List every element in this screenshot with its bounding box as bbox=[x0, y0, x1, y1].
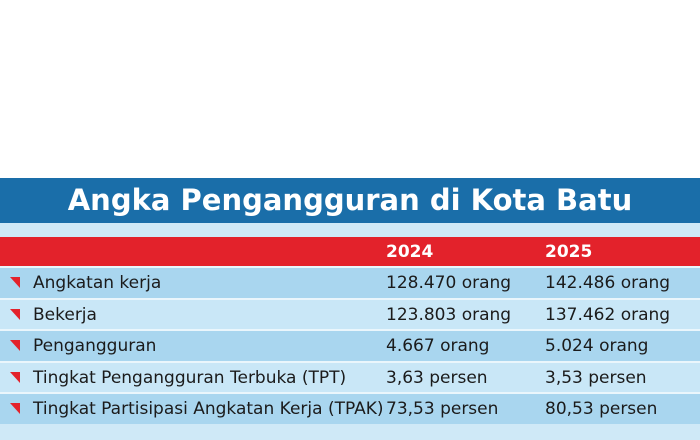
title: Angka Pengangguran di Kota Batu bbox=[0, 178, 700, 223]
table-cell: 137.462 orang bbox=[545, 304, 671, 325]
table-row: Bekerja 123.803 orang 137.462 orang bbox=[0, 297, 700, 330]
column-header: 2024 bbox=[386, 242, 434, 262]
bullet-marker bbox=[10, 340, 20, 352]
table-row: Pengangguran 4.667 orang 5.024 orang bbox=[0, 329, 700, 362]
table-cell: 123.803 orang bbox=[386, 304, 512, 325]
table-cell: 128.470 orang bbox=[386, 273, 512, 293]
bullet-marker bbox=[10, 277, 20, 288]
row-label: Tingkat Partisipasi Angkatan Kerja (TPAK… bbox=[33, 399, 384, 420]
header-row: 2024 2025 bbox=[0, 237, 700, 266]
column-header: 2025 bbox=[545, 242, 593, 262]
table-cell: 3,53 persen bbox=[545, 367, 647, 388]
row-label: Pengangguran bbox=[33, 336, 157, 357]
bullet-marker bbox=[10, 403, 20, 415]
table-cell: 5.024 orang bbox=[545, 336, 649, 357]
table-row: Tingkat Partisipasi Angkatan Kerja (TPAK… bbox=[0, 392, 700, 425]
bullet-marker bbox=[10, 371, 20, 383]
row-label: Angkatan kerja bbox=[33, 273, 162, 293]
table-row: Angkatan kerja 128.470 orang 142.486 orang bbox=[0, 266, 700, 298]
row-label: Bekerja bbox=[33, 304, 97, 325]
table-cell: 3,63 persen bbox=[386, 367, 488, 388]
table-cell: 80,53 persen bbox=[545, 399, 658, 420]
table-cell: 73,53 persen bbox=[386, 399, 499, 420]
table-row: Tingkat Pengangguran Terbuka (TPT) 3,63 p… bbox=[0, 360, 700, 393]
bullet-marker bbox=[10, 308, 20, 320]
row-label: Tingkat Pengangguran Terbuka (TPT) bbox=[33, 367, 347, 388]
strip bbox=[0, 424, 700, 440]
strip bbox=[0, 223, 700, 237]
table-cell: 142.486 orang bbox=[545, 273, 671, 293]
table-cell: 4.667 orang bbox=[386, 336, 490, 357]
